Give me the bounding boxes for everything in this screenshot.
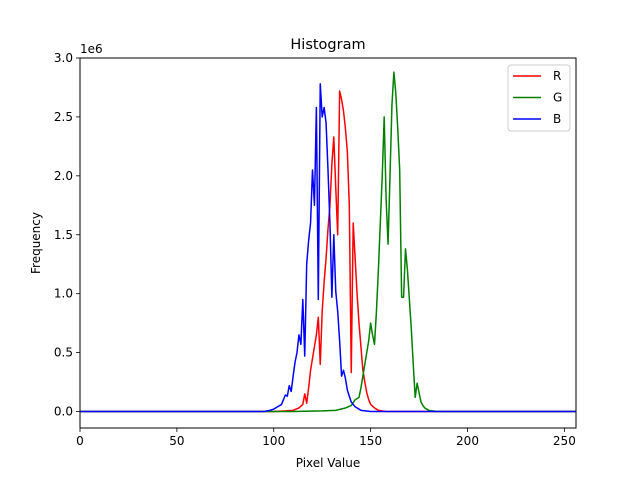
legend-label-r: R (553, 69, 561, 83)
series-line-g (80, 71, 576, 413)
y-tick-label: 1.0 (54, 287, 73, 301)
y-tick-label: 2.0 (54, 169, 73, 183)
plot-frame (79, 57, 577, 429)
y-tick-label: 1.5 (54, 228, 73, 242)
x-axis-ticks: 0 50 100 150 200 250 (76, 428, 576, 448)
y-tick-label: 0.0 (54, 405, 73, 419)
x-tick-label: 250 (553, 434, 576, 448)
y-axis-ticks: 0.0 0.5 1.0 1.5 2.0 2.5 3.0 (54, 51, 80, 419)
plot-lines (80, 71, 576, 413)
y-axis-scale-label: 1e6 (80, 42, 103, 56)
series-line-b (80, 83, 576, 413)
x-tick-label: 100 (262, 434, 285, 448)
y-tick-label: 2.5 (54, 110, 73, 124)
x-tick-label: 0 (76, 434, 84, 448)
y-tick-label: 3.0 (54, 51, 73, 65)
y-axis-label: Frequency (29, 212, 43, 274)
x-tick-label: 50 (169, 434, 184, 448)
legend: RGB (507, 64, 571, 132)
x-tick-label: 150 (359, 434, 382, 448)
y-tick-label: 0.5 (54, 346, 73, 360)
chart-title: Histogram (290, 37, 365, 53)
x-axis-label: Pixel Value (296, 456, 361, 470)
legend-label-b: B (553, 112, 561, 126)
series-line-r (80, 90, 576, 413)
legend-label-g: G (553, 91, 562, 105)
x-tick-label: 200 (456, 434, 479, 448)
